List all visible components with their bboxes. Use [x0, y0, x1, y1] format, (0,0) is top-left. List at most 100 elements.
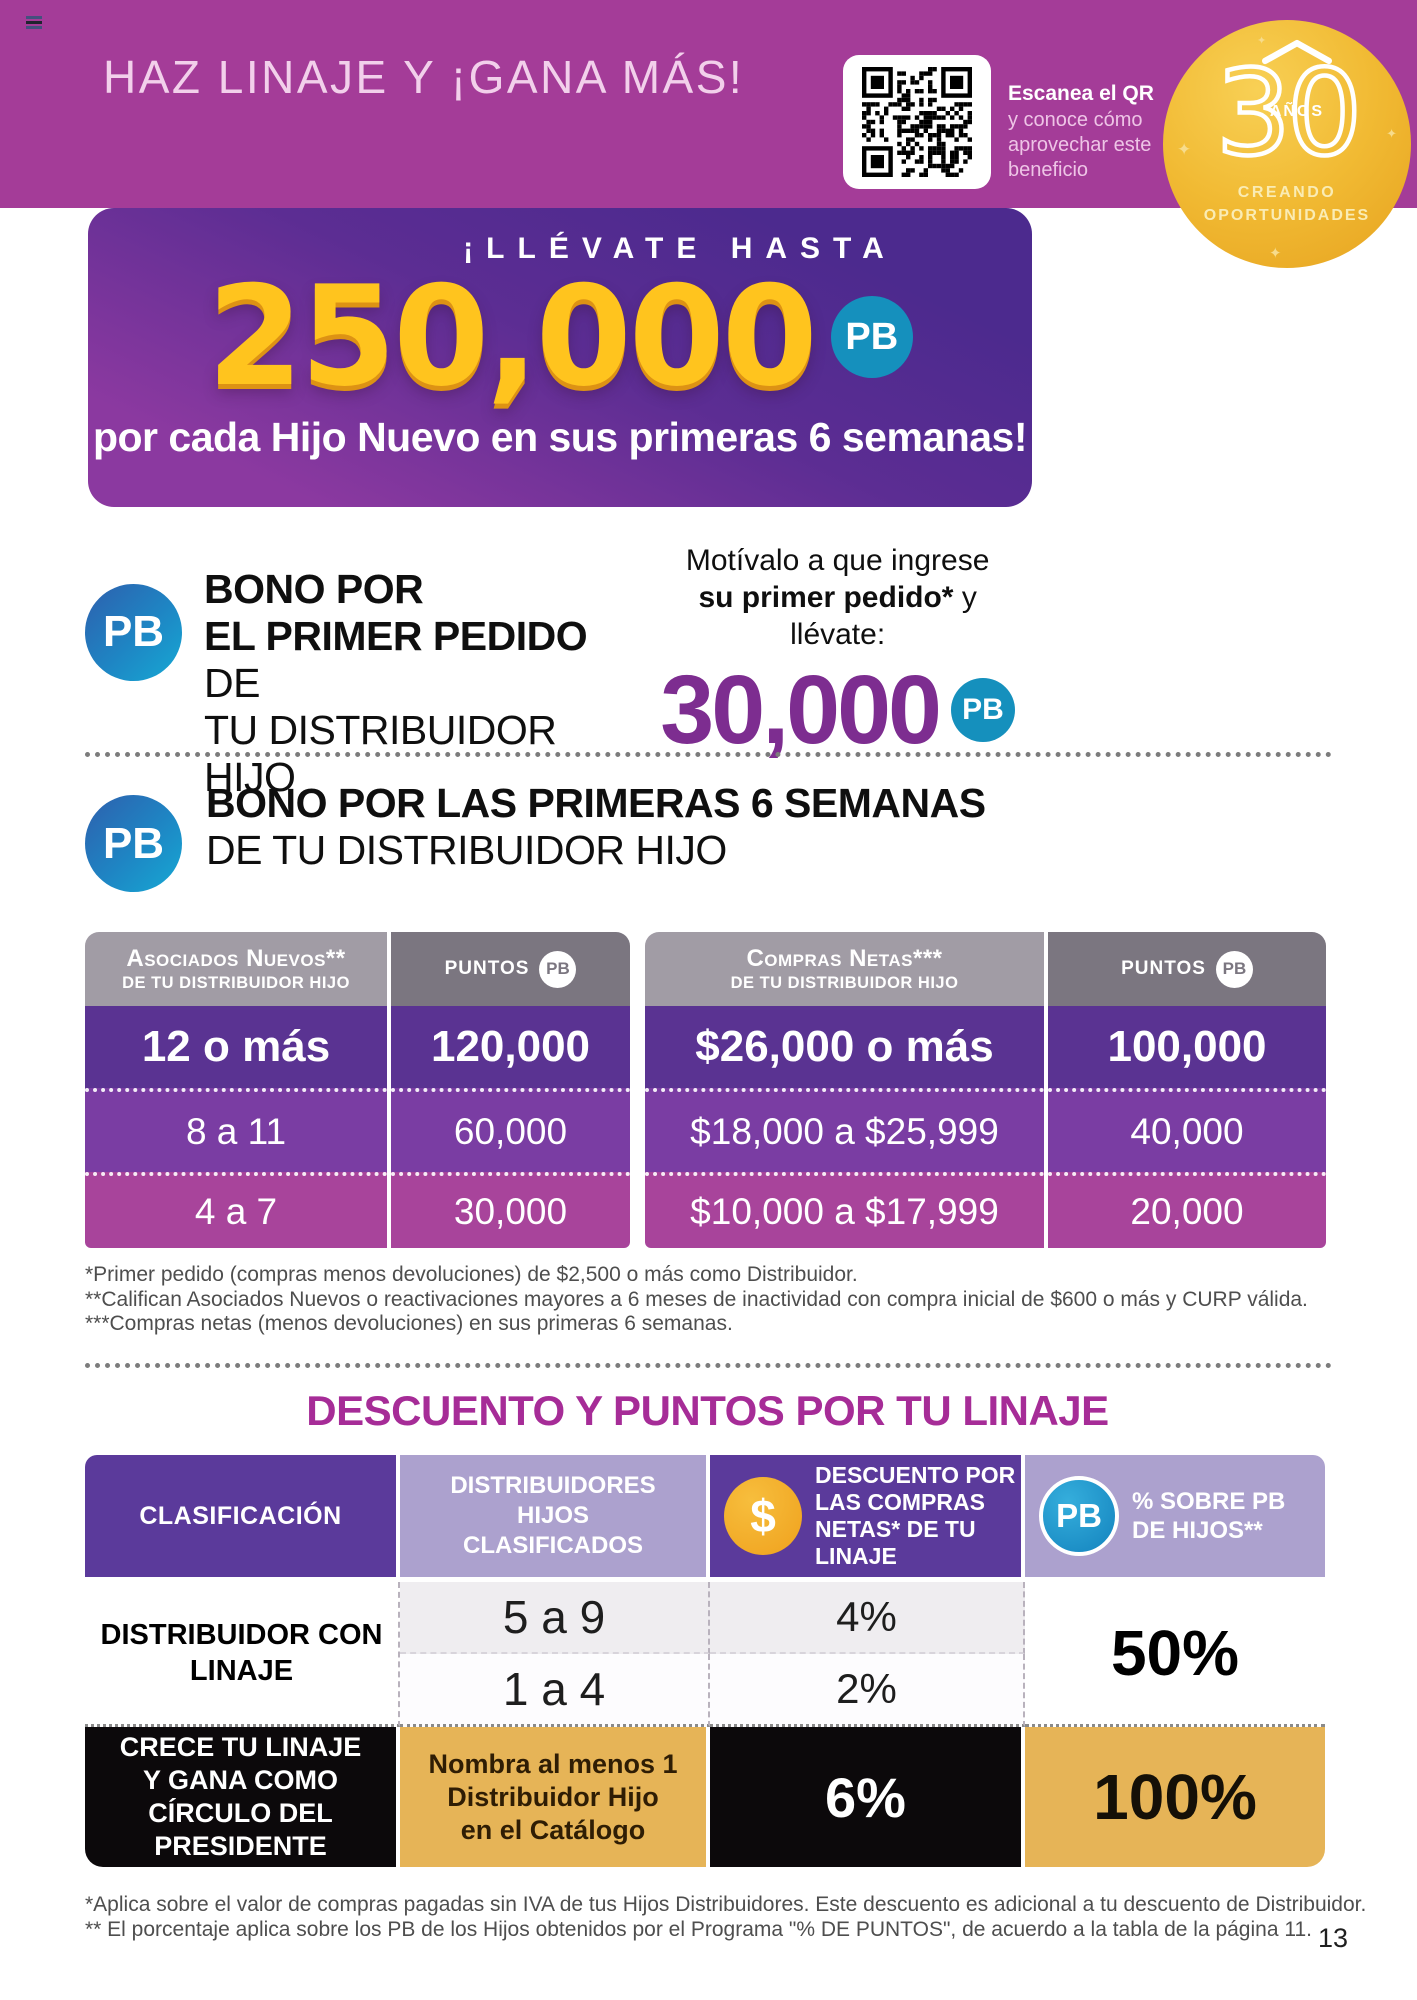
lineage-header-pb: PB % SOBRE PB DE HIJOS**	[1025, 1455, 1325, 1582]
table-cell: $10,000 a $17,999	[645, 1172, 1044, 1248]
lineage-heading: DESCUENTO Y PUNTOS POR TU LINAJE	[306, 1387, 1109, 1434]
table-cell: 4%	[710, 1582, 1025, 1654]
page-number: 13	[1318, 1923, 1349, 1953]
bonus-title-line: BONO POR LAS PRIMERAS 6 SEMANAS	[206, 780, 986, 826]
column-header-points: PUNTOS PB	[1048, 932, 1326, 1006]
promo-amount: 30,000	[660, 655, 942, 764]
qr-caption: Escanea el QR y conoce cómo aprovechar e…	[1008, 82, 1183, 183]
first-order-bonus-title: BONO POR EL PRIMER PEDIDO DE TU DISTRIBU…	[204, 566, 650, 800]
pb-label: PB	[1056, 1497, 1102, 1534]
table-cell: 2%	[710, 1654, 1025, 1727]
header-label: DISTRIBUIDORES HIJOS CLASIFICADOS	[450, 1472, 656, 1559]
table-cell: 60,000	[391, 1088, 630, 1172]
six-week-tables: Asociados Nuevos** DE TU DISTRIBUIDOR HI…	[85, 932, 1326, 1248]
header-label: CLASIFICACIÓN	[139, 1501, 342, 1530]
badge-creando-label: CREANDO	[1237, 184, 1337, 201]
table-cell: 5 a 9	[400, 1582, 710, 1654]
qr-caption-title: Escanea el QR	[1008, 82, 1154, 105]
promo-line: Motívalo a que ingrese	[685, 544, 990, 577]
bonus-title-rest: DE	[204, 660, 260, 706]
pb-badge-icon: PB	[1039, 1476, 1119, 1556]
bonus-title-line: EL PRIMER PEDIDO DE	[204, 613, 650, 707]
lineage-header-distribuidores: DISTRIBUIDORES HIJOS CLASIFICADOS	[400, 1455, 710, 1582]
table-cell: 1 a 4	[400, 1654, 710, 1727]
promo-amount-row: 30,000 PB	[650, 661, 1025, 758]
column-header-subtitle: DE TU DISTRIBUIDOR HIJO	[730, 974, 959, 992]
pb-badge-icon: PB	[830, 296, 913, 378]
first-order-bonus-section: PB BONO POR EL PRIMER PEDIDO DE TU DISTR…	[85, 536, 1025, 800]
pb-label: PB	[102, 607, 165, 656]
pb-icon: PB	[85, 795, 182, 892]
header-label: % SOBRE PB DE HIJOS**	[1132, 1488, 1286, 1544]
column-header-purchases: Compras Netas*** DE TU DISTRIBUIDOR HIJO	[645, 932, 1044, 1006]
bonus-title-line: DE TU DISTRIBUIDOR HIJO	[206, 827, 727, 873]
dollar-label: $	[750, 1490, 776, 1542]
pb-label: PB	[962, 692, 1004, 726]
hero-caption: por cada Hijo Nuevo en sus primeras 6 se…	[92, 414, 1028, 460]
pb-label: PB	[1222, 959, 1247, 978]
pb-icon: PB	[85, 583, 182, 681]
table-cell: 6%	[710, 1727, 1025, 1867]
sparkle-icon: ✦	[1257, 35, 1267, 47]
table-cell: 12 o más	[85, 1006, 387, 1088]
hero-amount-row: 250,000 PB	[88, 268, 1032, 406]
table-cell: Nombra al menos 1 Distribuidor Hijo en e…	[400, 1727, 710, 1867]
column-header-title: Compras Netas***	[746, 945, 943, 972]
column-header-subtitle: DE TU DISTRIBUIDOR HIJO	[122, 974, 350, 992]
sparkle-icon: ✦	[1386, 126, 1397, 141]
sparkle-icon: ✦	[1177, 140, 1192, 159]
table-cell: 100%	[1025, 1727, 1325, 1867]
table-cell: $26,000 o más	[645, 1006, 1044, 1088]
badge-30-number: 30	[1214, 44, 1365, 182]
lineage-header-descuento: $ DESCUENTO POR LAS COMPRAS NETAS* DE TU…	[710, 1455, 1025, 1582]
new-associates-table: Asociados Nuevos** DE TU DISTRIBUIDOR HI…	[85, 932, 630, 1248]
table-cell: 100,000	[1048, 1006, 1326, 1088]
footnote: ** El porcentaje aplica sobre los PB de …	[85, 1917, 1312, 1941]
page-title: HAZ LINAJE Y ¡GANA MÁS!	[103, 51, 745, 103]
qr-pattern	[862, 67, 972, 177]
roof-icon	[1261, 39, 1332, 65]
pb-badge-icon: PB	[1215, 950, 1253, 988]
dollar-coin-icon: $	[724, 1477, 802, 1555]
footnotes-lineage: *Aplica sobre el valor de compras pagada…	[85, 1893, 1375, 1942]
pb-label: PB	[546, 959, 570, 978]
badge-oportunidades-label: OPORTUNIDADES	[1203, 207, 1371, 224]
qr-code	[843, 55, 991, 189]
column-header-points: PUNTOS PB	[391, 932, 630, 1006]
lineage-header-clasificacion: CLASIFICACIÓN	[85, 1455, 400, 1582]
bonus-title-line: TU DISTRIBUIDOR HIJO	[204, 707, 557, 800]
column-header-associates: Asociados Nuevos** DE TU DISTRIBUIDOR HI…	[85, 932, 387, 1006]
net-purchases-table: Compras Netas*** DE TU DISTRIBUIDOR HIJO…	[645, 932, 1326, 1248]
bonus-title-bold: EL PRIMER PEDIDO	[204, 613, 588, 659]
hero-banner: ¡LLÉVATE HASTA 250,000 PB por cada Hijo …	[88, 208, 1032, 507]
hero-kicker: ¡LLÉVATE HASTA	[463, 232, 897, 265]
promo-rest: y llévate:	[790, 581, 977, 651]
dotted-divider	[85, 752, 1332, 757]
pb-badge-icon: PB	[539, 950, 577, 988]
table-cell: 20,000	[1048, 1172, 1326, 1248]
row-label-distribuidor-con-linaje: DISTRIBUIDOR CON LINAJE	[85, 1582, 400, 1727]
pb-label: PB	[102, 818, 165, 868]
table-cell: 8 a 11	[85, 1088, 387, 1172]
header-label: DESCUENTO POR LAS COMPRAS NETAS* DE TU L…	[815, 1462, 1016, 1569]
footnotes-six-weeks: *Primer pedido (compras menos devolucion…	[85, 1263, 1375, 1337]
pb-badge-icon: PB	[950, 677, 1015, 742]
anniversary-badge: ✦ ✦ ✦ ✦ 30 AÑOS CREANDO OPORTUNIDADES	[1163, 20, 1411, 268]
footnote: **Califican Asociados Nuevos o reactivac…	[85, 1287, 1308, 1311]
six-weeks-bonus-section: PB BONO POR LAS PRIMERAS 6 SEMANAS DE TU…	[85, 776, 1185, 911]
bonus-title-line: BONO POR	[204, 566, 424, 612]
sparkle-icon: ✦	[1269, 245, 1282, 262]
column-header-title: Asociados Nuevos**	[126, 945, 346, 972]
hero-amount: 250,000	[207, 256, 818, 417]
promo-bold: su primer pedido*	[698, 581, 954, 614]
table-cell: 40,000	[1048, 1088, 1326, 1172]
table-cell: $18,000 a $25,999	[645, 1088, 1044, 1172]
table-cell: 4 a 7	[85, 1172, 387, 1248]
table-cell: 30,000	[391, 1172, 630, 1248]
table-cell: 120,000	[391, 1006, 630, 1088]
badge-anios-label: AÑOS	[1269, 102, 1325, 120]
menu-icon[interactable]	[26, 16, 42, 31]
pb-label: PB	[845, 315, 899, 358]
footnote: ***Compras netas (menos devoluciones) en…	[85, 1312, 733, 1335]
